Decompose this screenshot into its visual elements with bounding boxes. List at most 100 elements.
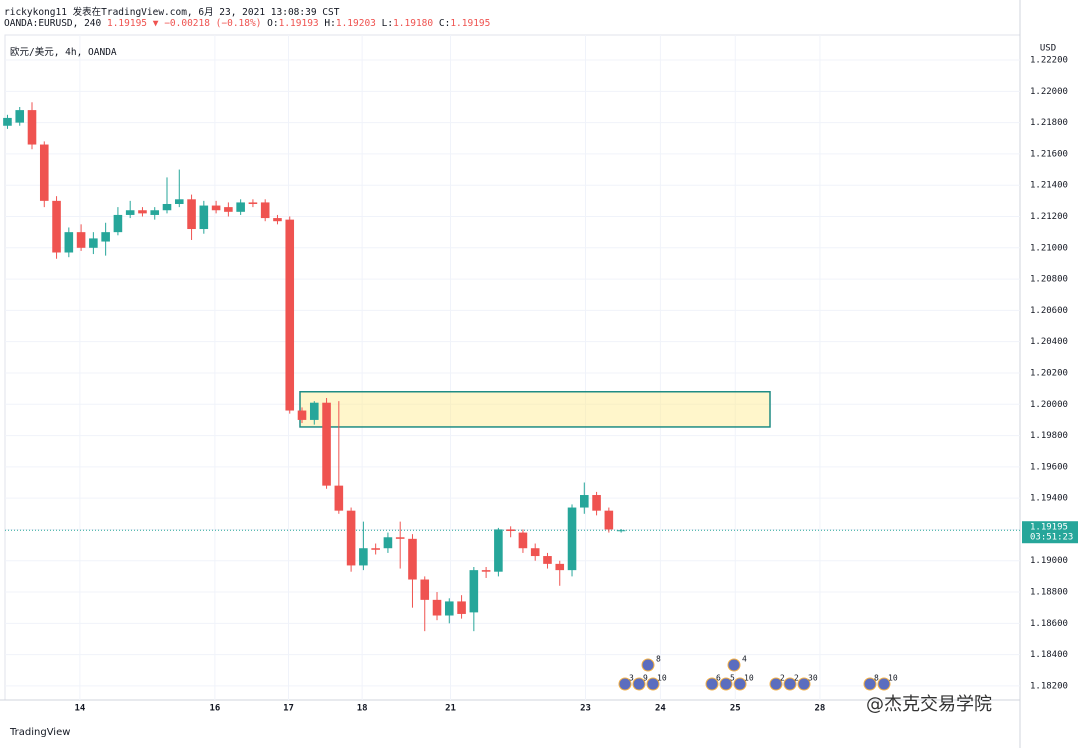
candle bbox=[162, 177, 172, 214]
y-tick-label: 1.18200 bbox=[1030, 681, 1068, 691]
symbol: OANDA:EURUSD, 240 bbox=[4, 18, 102, 29]
candle bbox=[359, 521, 368, 571]
candle bbox=[371, 543, 380, 555]
countdown-label: 03:51:23 bbox=[1030, 533, 1073, 543]
ohlc-value: 1.19203 bbox=[335, 18, 376, 29]
candle-body bbox=[371, 548, 380, 550]
candle bbox=[199, 200, 209, 234]
brand: TradingView bbox=[10, 727, 70, 738]
candle bbox=[64, 227, 74, 258]
candle bbox=[457, 595, 466, 619]
ohlc-value: 1.19195 bbox=[450, 18, 491, 29]
candle bbox=[555, 560, 565, 586]
candle bbox=[285, 216, 295, 414]
candle-body bbox=[187, 199, 196, 230]
event-count: 8 bbox=[874, 674, 879, 683]
x-tick-label: 21 bbox=[445, 704, 456, 714]
candle bbox=[76, 224, 86, 251]
candle-body bbox=[555, 563, 565, 571]
event-count: 4 bbox=[742, 655, 747, 664]
x-tick-label: 18 bbox=[357, 704, 368, 714]
y-tick-label: 1.18400 bbox=[1030, 650, 1068, 660]
candle bbox=[150, 207, 160, 220]
candle-body bbox=[52, 200, 61, 253]
y-tick-label: 1.19800 bbox=[1030, 431, 1068, 441]
y-tick-label: 1.19600 bbox=[1030, 462, 1068, 472]
event-icon bbox=[632, 677, 646, 691]
y-tick-label: 1.19000 bbox=[1030, 556, 1068, 566]
candle bbox=[383, 532, 393, 553]
candle-body bbox=[322, 402, 331, 486]
candle bbox=[273, 214, 282, 225]
candle bbox=[52, 196, 61, 259]
ohlc-label: H: bbox=[324, 18, 336, 29]
y-tick-label: 1.20800 bbox=[1030, 275, 1068, 285]
candle-body bbox=[543, 556, 552, 564]
y-tick-label: 1.21600 bbox=[1030, 149, 1068, 159]
candle bbox=[580, 482, 589, 514]
candle-body bbox=[616, 530, 626, 532]
candle bbox=[174, 169, 184, 208]
candle bbox=[346, 507, 356, 572]
event-count: 10 bbox=[744, 674, 754, 683]
event-count: 8 bbox=[656, 655, 661, 664]
last-price-label: 1.19195 bbox=[1030, 523, 1068, 533]
candle-body bbox=[395, 537, 405, 539]
event-icon bbox=[641, 658, 655, 672]
candle-body bbox=[273, 218, 282, 222]
candle bbox=[604, 507, 614, 533]
candle bbox=[224, 202, 233, 217]
x-tick-label: 17 bbox=[283, 704, 294, 714]
candle bbox=[444, 598, 454, 624]
candle-body bbox=[64, 232, 74, 253]
candle-body bbox=[199, 205, 209, 230]
candle bbox=[15, 106, 25, 126]
candle-body bbox=[150, 210, 160, 215]
candle bbox=[322, 398, 331, 489]
candle-body bbox=[174, 199, 184, 204]
candle-body bbox=[297, 410, 307, 420]
candle-body bbox=[101, 232, 110, 242]
candle bbox=[101, 222, 110, 256]
event-count: 9 bbox=[643, 674, 648, 683]
candle-body bbox=[334, 485, 344, 511]
candle bbox=[592, 491, 601, 516]
candle-body bbox=[309, 402, 319, 420]
candle-body bbox=[481, 570, 491, 572]
y-tick-label: 1.21200 bbox=[1030, 212, 1068, 222]
x-tick-label: 14 bbox=[74, 704, 85, 714]
event-icon bbox=[769, 677, 783, 691]
candle-body bbox=[125, 210, 135, 215]
candle-body bbox=[224, 207, 233, 212]
y-tick-label: 1.21000 bbox=[1030, 243, 1068, 253]
candle-body bbox=[494, 529, 503, 572]
candle-body bbox=[518, 532, 528, 549]
price: 1.19195 bbox=[106, 18, 148, 29]
x-tick-label: 25 bbox=[730, 704, 741, 714]
candle bbox=[518, 529, 528, 553]
event-count: 3 bbox=[629, 674, 634, 683]
ohlc-label: C: bbox=[438, 18, 451, 29]
x-tick-label: 24 bbox=[655, 704, 666, 714]
candle-body bbox=[138, 210, 147, 214]
candle bbox=[297, 407, 307, 424]
candle bbox=[260, 199, 270, 222]
candle bbox=[432, 592, 442, 621]
candle-body bbox=[432, 599, 442, 616]
candle-body bbox=[89, 238, 98, 248]
brand-text: TradingView bbox=[10, 727, 71, 738]
candle bbox=[543, 552, 552, 569]
candle-body bbox=[420, 579, 430, 600]
candle-body bbox=[408, 538, 417, 580]
event-icon bbox=[783, 677, 797, 691]
event-count: 2 bbox=[780, 674, 785, 683]
plot-area bbox=[4, 34, 1021, 701]
y-tick-label: 1.21800 bbox=[1030, 118, 1068, 128]
change: ▼ −0.00218 (−0.18%) bbox=[152, 18, 262, 29]
candle-body bbox=[236, 202, 245, 212]
event-icon bbox=[719, 677, 733, 691]
event-count: 10 bbox=[888, 674, 898, 683]
candle-body bbox=[260, 202, 270, 219]
y-tick-label: 1.20000 bbox=[1030, 400, 1068, 410]
candle bbox=[309, 401, 319, 425]
